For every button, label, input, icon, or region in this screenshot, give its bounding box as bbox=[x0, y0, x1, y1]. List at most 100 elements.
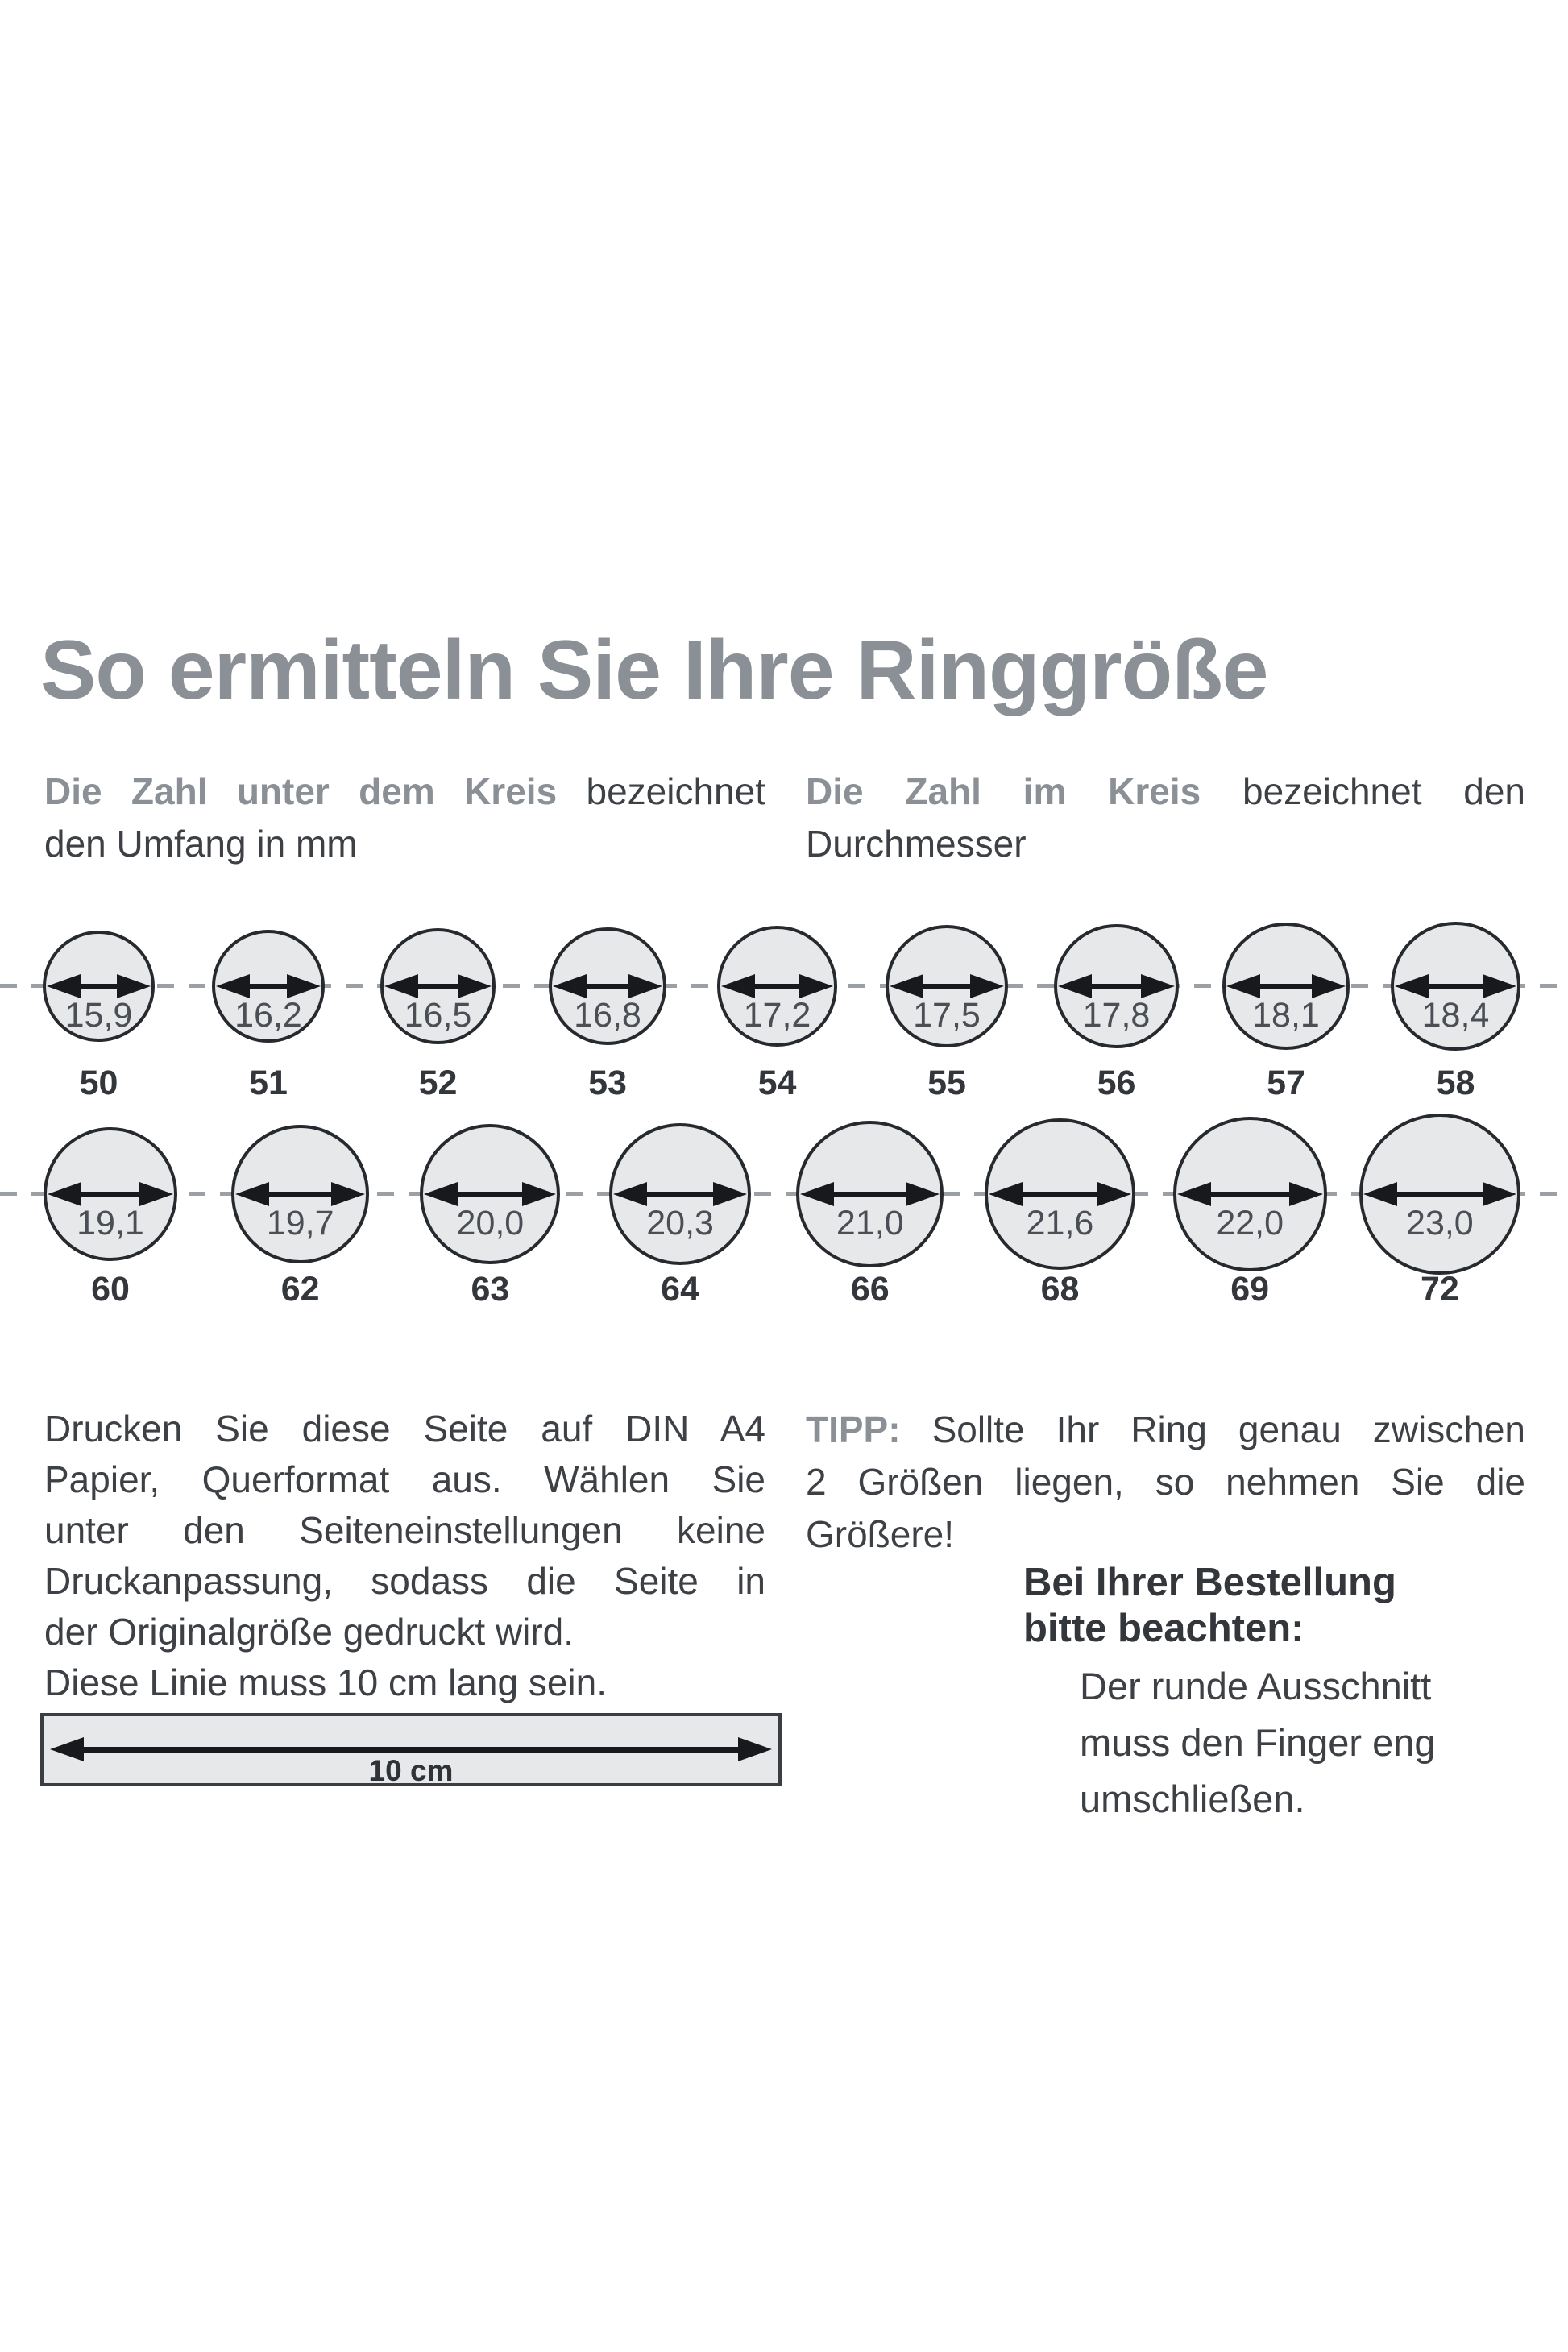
arrowhead-left-icon bbox=[47, 1182, 81, 1206]
diameter-value: 18,4 bbox=[1421, 996, 1490, 1035]
arrowhead-right-icon bbox=[458, 974, 492, 998]
arrowhead-right-icon bbox=[1288, 1182, 1323, 1206]
page-title: So ermitteln Sie Ihre Ringgröße bbox=[40, 624, 1268, 717]
arrowhead-left-icon bbox=[800, 1182, 835, 1206]
circumference-label: 58 bbox=[1436, 1064, 1475, 1102]
diameter-value: 16,8 bbox=[574, 996, 641, 1035]
diameter-double-arrow-icon bbox=[47, 974, 151, 998]
arrowhead-right-icon bbox=[1482, 974, 1516, 998]
arrow-shaft bbox=[249, 983, 288, 989]
diameter-double-arrow-icon bbox=[235, 1182, 366, 1206]
ten-cm-reference-ruler: 10 cm bbox=[40, 1713, 782, 1787]
arrow-shaft bbox=[1092, 983, 1141, 989]
diameter-double-arrow-icon bbox=[1395, 974, 1516, 998]
intro-diameter-rest: bezeichnet den bbox=[1242, 770, 1526, 812]
circumference-label: 66 bbox=[850, 1270, 890, 1309]
arrowhead-left-icon bbox=[988, 1182, 1023, 1206]
diameter-value: 20,0 bbox=[456, 1204, 525, 1242]
ruler-length-label: 10 cm bbox=[368, 1754, 454, 1787]
diameter-double-arrow-icon bbox=[720, 974, 834, 998]
print-instructions-line: Drucken Sie diese Seite auf DIN A4 bbox=[44, 1408, 765, 1450]
arrow-shaft bbox=[646, 1191, 714, 1197]
diameter-double-arrow-icon bbox=[1176, 1182, 1323, 1206]
arrow-shaft bbox=[1260, 983, 1312, 989]
diameter-double-arrow-icon bbox=[1058, 974, 1175, 998]
diameter-double-arrow-icon bbox=[800, 1182, 940, 1206]
arrowhead-left-icon bbox=[889, 974, 923, 998]
diameter-value: 17,2 bbox=[743, 996, 811, 1035]
circumference-label: 64 bbox=[661, 1270, 700, 1309]
diameter-value: 23,0 bbox=[1406, 1204, 1474, 1242]
arrow-shaft bbox=[1210, 1191, 1289, 1197]
tip-line2: 2 Größen liegen, so nehmen Sie die bbox=[806, 1461, 1525, 1503]
order-note-body-line3: umschließen. bbox=[1080, 1777, 1305, 1820]
circumference-label: 72 bbox=[1420, 1270, 1459, 1309]
circumference-label: 62 bbox=[280, 1270, 320, 1309]
arrowhead-left-icon bbox=[424, 1182, 458, 1206]
arrow-shaft bbox=[1022, 1191, 1098, 1197]
arrowhead-left-icon bbox=[612, 1182, 647, 1206]
arrow-shaft bbox=[586, 983, 629, 989]
arrowhead-left-icon bbox=[1226, 974, 1261, 998]
tip-label: TIPP: bbox=[806, 1408, 901, 1450]
arrow-shaft bbox=[923, 983, 971, 989]
print-instructions-line: der Originalgröße gedruckt wird. bbox=[44, 1611, 575, 1653]
arrowhead-right-icon bbox=[628, 974, 663, 998]
arrow-shaft bbox=[1396, 1191, 1483, 1197]
circumference-label: 54 bbox=[757, 1064, 797, 1102]
arrowhead-right-icon bbox=[906, 1182, 940, 1206]
arrowhead-left-icon bbox=[215, 974, 250, 998]
diameter-value: 16,5 bbox=[404, 996, 472, 1035]
circumference-label: 53 bbox=[588, 1064, 627, 1102]
diameter-value: 16,2 bbox=[234, 996, 302, 1035]
arrowhead-right-icon bbox=[799, 974, 834, 998]
diameter-value: 19,7 bbox=[266, 1204, 334, 1242]
circumference-label: 56 bbox=[1097, 1064, 1136, 1102]
arrowhead-right-icon bbox=[331, 1182, 366, 1206]
intro-circumference-rest: bezeichnet bbox=[586, 770, 766, 812]
arrowhead-right-icon bbox=[1140, 974, 1175, 998]
arrowhead-left-icon bbox=[1363, 1182, 1397, 1206]
diameter-value: 17,5 bbox=[913, 996, 981, 1035]
arrow-shaft bbox=[81, 1191, 140, 1197]
circumference-label: 60 bbox=[91, 1270, 130, 1309]
diameter-double-arrow-icon bbox=[1226, 974, 1346, 998]
print-instructions-line: Diese Linie muss 10 cm lang sein. bbox=[44, 1661, 607, 1703]
arrowhead-right-icon bbox=[1482, 1182, 1516, 1206]
order-note-heading-line1: Bei Ihrer Bestellung bbox=[1023, 1561, 1396, 1604]
arrowhead-right-icon bbox=[287, 974, 321, 998]
order-note-body-line2: muss den Finger eng bbox=[1080, 1721, 1436, 1764]
circumference-label: 50 bbox=[79, 1064, 118, 1102]
diameter-double-arrow-icon bbox=[424, 1182, 557, 1206]
print-instructions-line: Papier, Querformat aus. Wählen Sie bbox=[44, 1458, 765, 1500]
arrow-shaft bbox=[458, 1191, 523, 1197]
diameter-value: 17,8 bbox=[1082, 996, 1151, 1035]
diameter-value: 22,0 bbox=[1216, 1204, 1284, 1242]
arrowhead-left-icon bbox=[1176, 1182, 1211, 1206]
diameter-double-arrow-icon bbox=[889, 974, 1005, 998]
diameter-value: 20,3 bbox=[646, 1204, 714, 1242]
arrow-shaft bbox=[1429, 983, 1483, 989]
intro-circumference: Die Zahl unter dem Kreis bezeichnet den … bbox=[44, 765, 765, 870]
diameter-double-arrow-icon bbox=[612, 1182, 748, 1206]
order-note-heading-line2: bitte beachten: bbox=[1023, 1607, 1305, 1650]
arrowhead-right-icon bbox=[738, 1737, 772, 1761]
intro-diameter-line1: Die Zahl im Kreis bezeichnet den bbox=[806, 765, 1525, 818]
circumference-label: 68 bbox=[1040, 1270, 1080, 1309]
print-instructions: Drucken Sie diese Seite auf DIN A4 Papie… bbox=[44, 1404, 765, 1708]
arrowhead-right-icon bbox=[522, 1182, 557, 1206]
diameter-value: 18,1 bbox=[1252, 996, 1320, 1035]
intro-diameter-highlight: Die Zahl im Kreis bbox=[806, 770, 1201, 812]
arrow-shaft bbox=[417, 983, 458, 989]
circumference-label: 52 bbox=[418, 1064, 458, 1102]
arrowhead-left-icon bbox=[50, 1737, 84, 1761]
arrowhead-left-icon bbox=[235, 1182, 269, 1206]
diameter-double-arrow-icon bbox=[1363, 1182, 1516, 1206]
diameter-double-arrow-icon bbox=[215, 974, 321, 998]
circumference-label: 55 bbox=[927, 1064, 966, 1102]
circumference-label: 57 bbox=[1267, 1064, 1305, 1102]
arrowhead-right-icon bbox=[139, 1182, 174, 1206]
print-instructions-line: Druckanpassung, sodass die Seite in bbox=[44, 1560, 765, 1602]
arrow-shaft bbox=[81, 983, 117, 989]
intro-circumference-line2: den Umfang in mm bbox=[44, 823, 358, 865]
